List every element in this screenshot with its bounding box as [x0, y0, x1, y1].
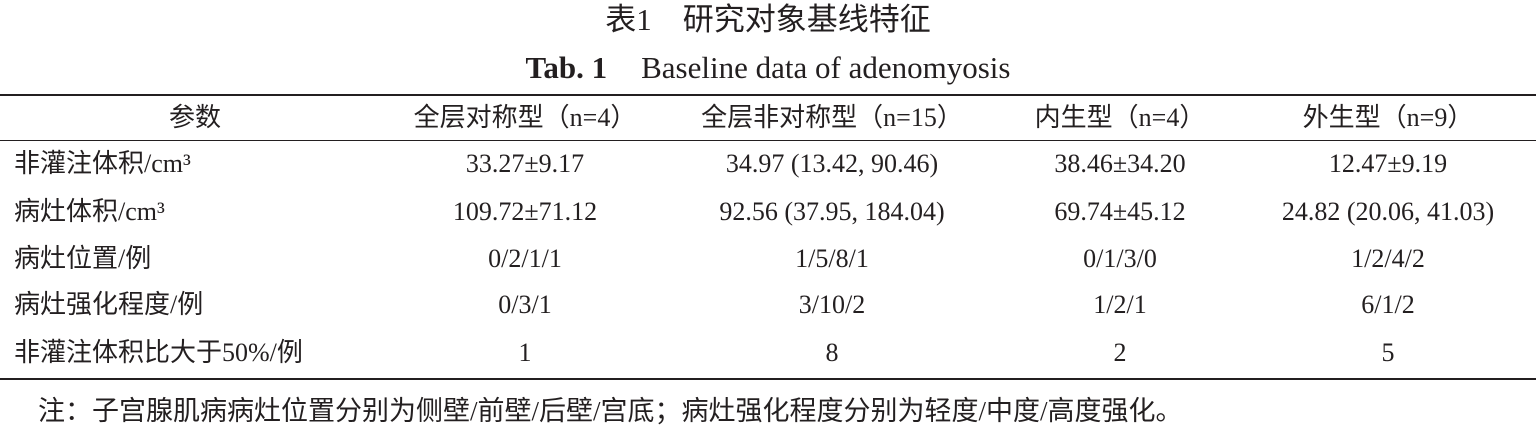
table-cell: 12.47±9.19 — [1328, 149, 1448, 178]
header-cell: 内生型（n=4） — [1034, 103, 1206, 132]
table-cell: 3/10/2 — [798, 290, 866, 319]
table-cell: 5 — [1381, 338, 1395, 367]
table-cell: 1/2/1 — [1093, 290, 1147, 319]
title-en-text: Baseline data of adenomyosis — [641, 50, 1011, 85]
table-cell: 34.97 (13.42, 90.46) — [725, 149, 939, 178]
table-cell: 0/3/1 — [498, 290, 552, 319]
row-label: 病灶体积/cm³ — [14, 197, 165, 226]
header-cell: 参数 — [168, 103, 221, 132]
header-cell: 全层非对称型（n=15） — [701, 103, 963, 132]
table-cell: 1 — [518, 338, 532, 367]
table-cell: 69.74±45.12 — [1054, 197, 1186, 226]
header-cell: 外生型（n=9） — [1302, 103, 1474, 132]
title-zh: 表1 研究对象基线特征 — [605, 2, 931, 37]
row-label: 非灌注体积/cm³ — [14, 149, 191, 178]
table-cell: 0/1/3/0 — [1083, 244, 1157, 273]
title-en: Tab. 1 Baseline data of adenomyosis — [0, 48, 1536, 88]
top-rule — [0, 94, 1536, 96]
table-cell: 8 — [825, 338, 839, 367]
table-cell: 38.46±34.20 — [1054, 149, 1186, 178]
table-cell: 24.82 (20.06, 41.03) — [1281, 197, 1495, 226]
table-cell: 92.56 (37.95, 184.04) — [719, 197, 945, 226]
row-label: 病灶强化程度/例 — [14, 290, 204, 319]
table-note: 注：子宫腺肌病病灶位置分别为侧壁/前壁/后壁/宫底；病灶强化程度分别为轻度/中度… — [38, 396, 1183, 426]
row-label: 病灶位置/例 — [14, 244, 152, 273]
table-cell: 109.72±71.12 — [452, 197, 598, 226]
bottom-rule — [0, 378, 1536, 380]
header-cell: 全层对称型（n=4） — [413, 103, 637, 132]
table-cell: 33.27±9.17 — [465, 149, 585, 178]
title-en-label: Tab. 1 — [525, 50, 608, 85]
table-cell: 6/1/2 — [1361, 290, 1415, 319]
table-cell: 2 — [1113, 338, 1127, 367]
header-rule — [0, 140, 1536, 141]
row-label: 非灌注体积比大于50%/例 — [14, 338, 303, 367]
table-cell: 0/2/1/1 — [488, 244, 562, 273]
table-cell: 1/5/8/1 — [795, 244, 869, 273]
table-cell: 1/2/4/2 — [1351, 244, 1425, 273]
